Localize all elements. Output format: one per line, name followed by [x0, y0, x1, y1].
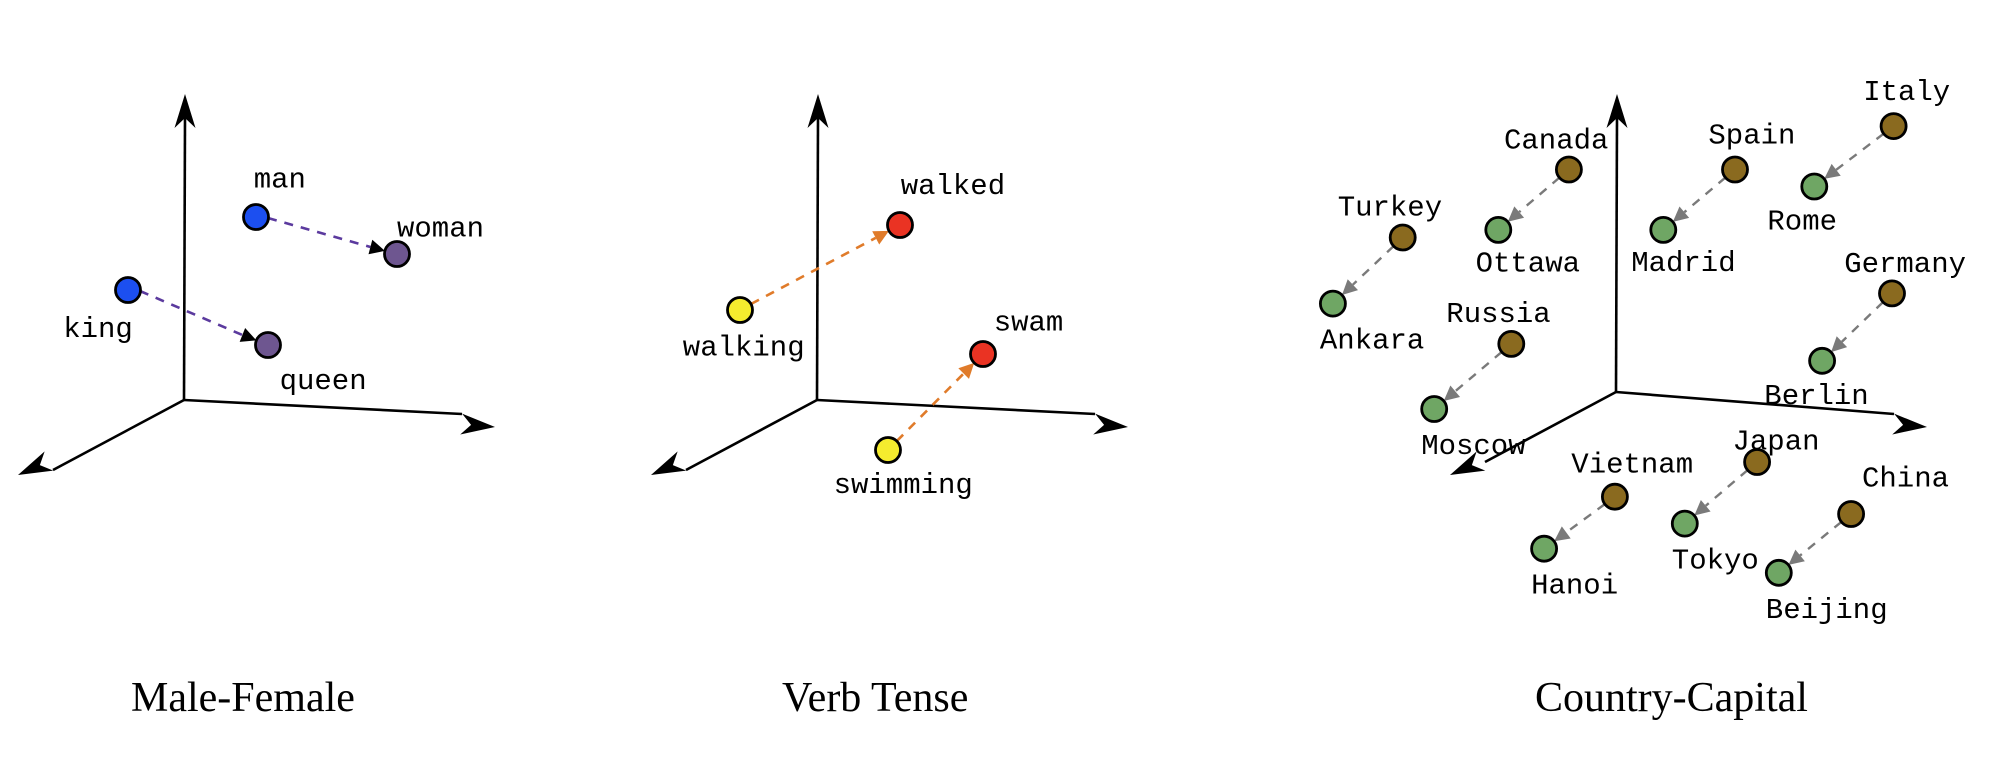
- svg-text:swimming: swimming: [834, 469, 973, 502]
- svg-text:Russia: Russia: [1446, 298, 1550, 331]
- svg-text:walked: walked: [901, 170, 1005, 203]
- svg-text:Rome: Rome: [1767, 206, 1837, 239]
- svg-text:Germany: Germany: [1844, 248, 1966, 281]
- svg-text:China: China: [1862, 463, 1949, 496]
- svg-text:Ankara: Ankara: [1320, 325, 1424, 358]
- svg-text:queen: queen: [280, 365, 367, 398]
- svg-text:Vietnam: Vietnam: [1571, 449, 1693, 482]
- svg-text:Male-Female: Male-Female: [131, 675, 355, 721]
- svg-text:man: man: [254, 163, 306, 196]
- svg-text:Verb Tense: Verb Tense: [782, 675, 968, 721]
- svg-text:Madrid: Madrid: [1631, 247, 1735, 280]
- svg-text:Canada: Canada: [1504, 125, 1608, 158]
- svg-text:Italy: Italy: [1863, 76, 1950, 109]
- svg-text:swam: swam: [994, 306, 1064, 339]
- svg-text:walking: walking: [683, 332, 805, 365]
- svg-text:Country-Capital: Country-Capital: [1535, 675, 1808, 721]
- svg-text:Beijing: Beijing: [1766, 594, 1888, 627]
- svg-text:Spain: Spain: [1708, 120, 1795, 153]
- svg-text:Moscow: Moscow: [1421, 430, 1526, 463]
- svg-text:Japan: Japan: [1733, 426, 1820, 459]
- svg-text:Hanoi: Hanoi: [1531, 570, 1618, 603]
- svg-text:Berlin: Berlin: [1764, 380, 1868, 413]
- svg-text:king: king: [63, 313, 133, 346]
- svg-text:Turkey: Turkey: [1338, 192, 1442, 225]
- svg-text:Tokyo: Tokyo: [1672, 545, 1759, 578]
- svg-text:woman: woman: [397, 213, 484, 246]
- svg-text:Ottawa: Ottawa: [1476, 248, 1580, 281]
